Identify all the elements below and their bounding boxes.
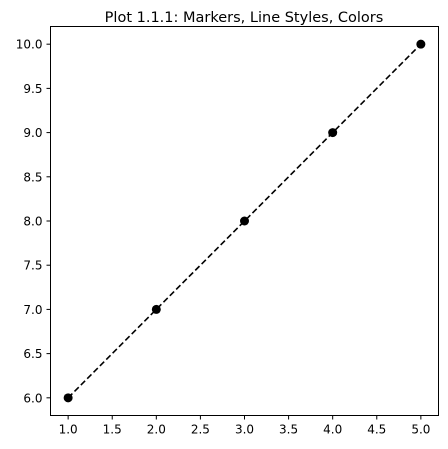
chart-title: Plot 1.1.1: Markers, Line Styles, Colors [105, 10, 384, 26]
data-point [63, 393, 73, 403]
x-tick-label: 3.0 [235, 423, 254, 437]
y-tick-label: 8.0 [23, 215, 42, 229]
x-tick-label: 3.5 [279, 423, 298, 437]
y-tick-label: 9.5 [23, 82, 42, 96]
y-axis: 6.0 6.5 7.0 7.5 8.0 8.5 9.0 9.5 10.0 [16, 38, 51, 405]
x-tick-label: 2.0 [147, 423, 166, 437]
y-tick-label: 6.0 [23, 391, 42, 405]
y-tick-label: 10.0 [16, 38, 43, 52]
y-tick-label: 6.5 [23, 347, 42, 361]
x-tick-label: 5.0 [411, 423, 430, 437]
data-point [151, 304, 161, 314]
x-axis: 1.0 1.5 2.0 2.5 3.0 3.5 4.0 4.5 5.0 [59, 415, 430, 437]
data-point [328, 128, 338, 138]
y-tick-label: 7.0 [23, 303, 42, 317]
y-tick-label: 8.5 [23, 170, 42, 184]
series-layer [63, 39, 426, 403]
x-tick-label: 1.0 [59, 423, 78, 437]
y-tick-label: 9.0 [23, 126, 42, 140]
x-tick-label: 4.0 [323, 423, 342, 437]
x-tick-label: 4.5 [367, 423, 386, 437]
x-tick-label: 2.5 [191, 423, 210, 437]
data-point [416, 39, 426, 49]
x-tick-label: 1.5 [103, 423, 122, 437]
series-line [67, 43, 422, 399]
y-tick-label: 7.5 [23, 259, 42, 273]
data-point [240, 216, 249, 226]
